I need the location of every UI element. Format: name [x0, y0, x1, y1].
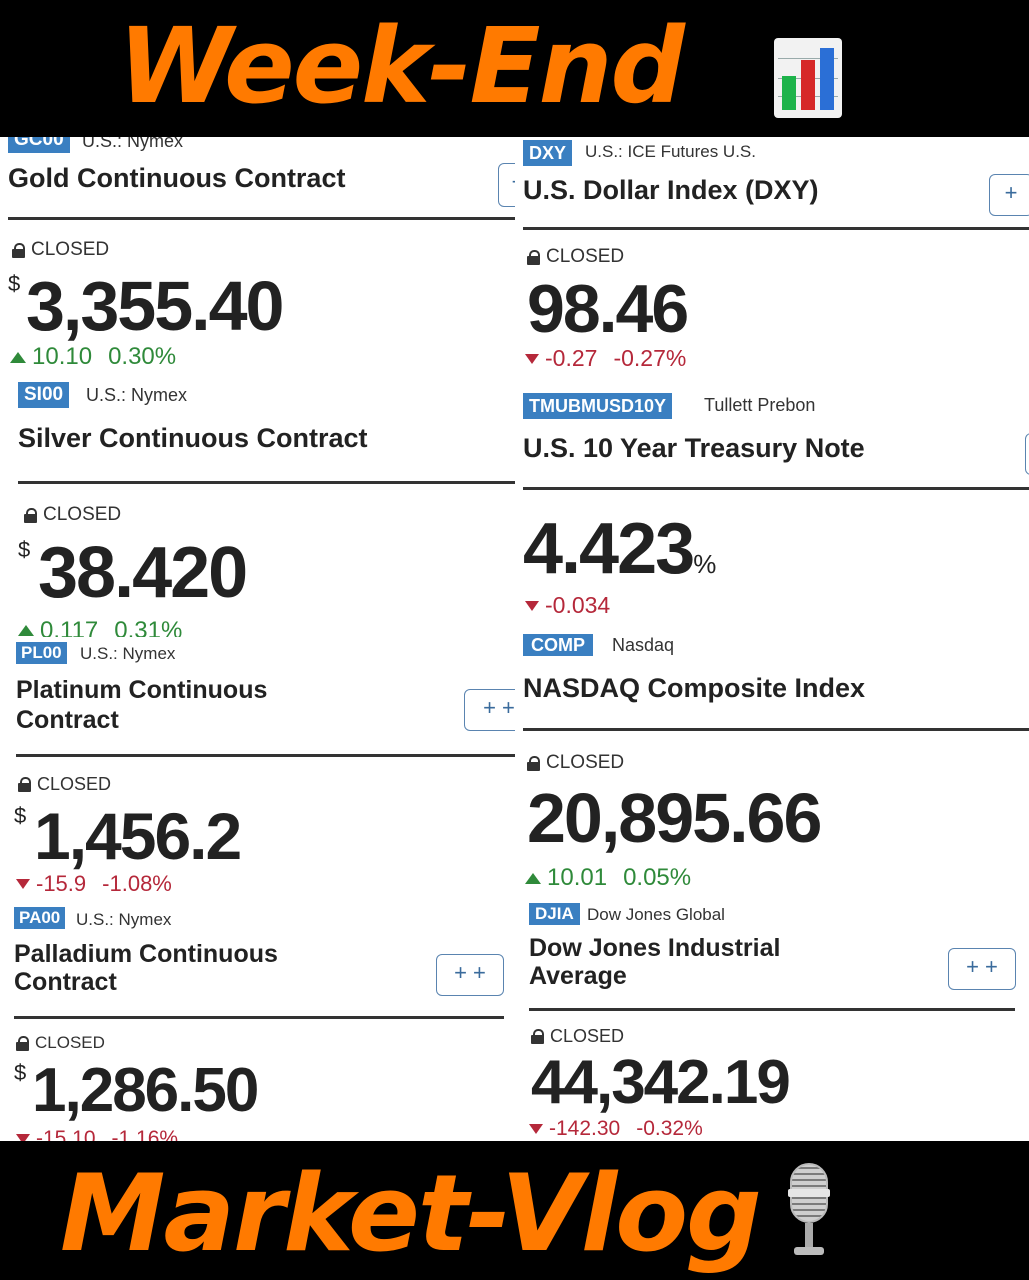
silver-change: 0.117 0.31% [18, 617, 182, 637]
platinum-ticker-badge[interactable]: PL00 [16, 642, 67, 664]
nasdaq-exchange: Nasdaq [612, 635, 675, 655]
divider [8, 217, 515, 220]
gold-name[interactable]: Gold Continuous Contract [8, 163, 346, 193]
djia-change: -142.30 -0.32% [529, 1117, 703, 1141]
tnote-exchange: Tullett Prebon [704, 395, 816, 415]
gold-ticker-badge[interactable]: GC00 [8, 137, 70, 153]
nasdaq-price: 20,895.66 [527, 779, 822, 857]
gold-currency: $ [8, 271, 21, 296]
tnote-change: -0.034 [525, 592, 610, 619]
djia-exchange: Dow Jones Global [587, 905, 725, 924]
footer-title: Market-Vlog [60, 1152, 762, 1275]
divider [14, 1016, 504, 1019]
palladium-price: 1,286.50 [32, 1056, 259, 1125]
platinum-add-button[interactable]: + + [464, 689, 515, 731]
gold-price: 3,355.40 [26, 267, 284, 345]
lock-icon [16, 1035, 29, 1051]
platinum-currency: $ [14, 803, 27, 828]
nasdaq-change: 10.01 0.05% [525, 864, 691, 892]
divider [16, 754, 515, 757]
djia-price: 44,342.19 [531, 1048, 791, 1117]
lock-icon [24, 507, 37, 523]
palladium-name[interactable]: Palladium Continuous Contract [14, 940, 278, 996]
platinum-name[interactable]: Platinum Continuous Contract [16, 676, 268, 734]
platinum-market-status: CLOSED [18, 774, 111, 795]
lock-icon [531, 1029, 544, 1044]
arrow-down-icon [525, 600, 539, 611]
lock-icon [18, 777, 31, 792]
gold-change: 10.10 0.30% [10, 343, 176, 371]
silver-market-status: CLOSED [24, 504, 121, 526]
silver-exchange: U.S.: Nymex [86, 385, 188, 405]
nasdaq-market-status: CLOSED [527, 752, 624, 774]
gold-add-button[interactable]: + [498, 163, 515, 207]
silver-currency: $ [18, 537, 31, 562]
palladium-add-button[interactable]: + + [436, 954, 504, 996]
platinum-change: -15.9 -1.08% [16, 871, 172, 897]
platinum-exchange: U.S.: Nymex [80, 644, 176, 663]
dxy-change: -0.27 -0.27% [525, 345, 686, 372]
platinum-price: 1,456.2 [34, 799, 242, 873]
header-banner: Week-End [0, 0, 1029, 137]
djia-name[interactable]: Dow Jones Industrial Average [529, 934, 781, 990]
divider [523, 728, 1029, 731]
footer-banner: Market-Vlog [0, 1141, 1029, 1280]
djia-add-button[interactable]: + + [948, 948, 1016, 990]
right-quote-panel: DXY U.S.: ICE Futures U.S. U.S. Dollar I… [515, 137, 1029, 1141]
dxy-add-button[interactable]: + [989, 174, 1029, 216]
palladium-ticker-badge[interactable]: PA00 [14, 907, 66, 929]
lock-icon [527, 249, 540, 265]
dxy-exchange: U.S.: ICE Futures U.S. [585, 142, 756, 161]
gold-exchange: U.S.: Nymex [82, 137, 184, 151]
palladium-exchange: U.S.: Nymex [76, 910, 172, 929]
tnote-add-button[interactable]: + [1025, 433, 1029, 475]
palladium-change: -15.10 -1.16% [16, 1127, 178, 1141]
arrow-up-icon [525, 872, 541, 884]
lock-icon [12, 242, 25, 258]
silver-ticker-badge[interactable]: SI00 [18, 382, 70, 408]
header-title: Week-End [118, 5, 685, 127]
bar-chart-icon [774, 38, 842, 118]
dxy-price: 98.46 [527, 271, 689, 347]
divider [523, 487, 1029, 490]
arrow-up-icon [18, 625, 34, 636]
dxy-ticker-badge[interactable]: DXY [523, 140, 573, 166]
djia-market-status: CLOSED [531, 1026, 624, 1047]
djia-ticker-badge[interactable]: DJIA [529, 903, 580, 925]
arrow-down-icon [525, 353, 539, 364]
divider [529, 1008, 1015, 1011]
left-quote-panel: GC00 U.S.: Nymex Gold Continuous Contrac… [0, 137, 515, 1141]
dxy-market-status: CLOSED [527, 246, 624, 268]
percent-unit: % [693, 549, 717, 579]
gold-market-status: CLOSED [12, 239, 109, 261]
arrow-down-icon [16, 879, 30, 889]
nasdaq-ticker-badge[interactable]: COMP [523, 634, 593, 656]
silver-name[interactable]: Silver Continuous Contract [18, 423, 368, 453]
tnote-ticker-badge[interactable]: TMUBMUSD10Y [523, 393, 673, 419]
arrow-down-icon [529, 1124, 543, 1134]
divider [18, 481, 515, 484]
microphone-icon [782, 1163, 836, 1261]
tnote-price: 4.423% [523, 509, 717, 589]
lock-icon [527, 755, 540, 771]
nasdaq-name[interactable]: NASDAQ Composite Index [523, 673, 866, 703]
divider [523, 227, 1029, 230]
palladium-market-status: CLOSED [16, 1033, 105, 1053]
arrow-up-icon [10, 351, 26, 363]
tnote-name[interactable]: U.S. 10 Year Treasury Note [523, 433, 865, 463]
dxy-name[interactable]: U.S. Dollar Index (DXY) [523, 175, 819, 205]
arrow-down-icon [16, 1134, 30, 1141]
palladium-currency: $ [14, 1060, 27, 1085]
silver-price: 38.420 [38, 533, 248, 613]
